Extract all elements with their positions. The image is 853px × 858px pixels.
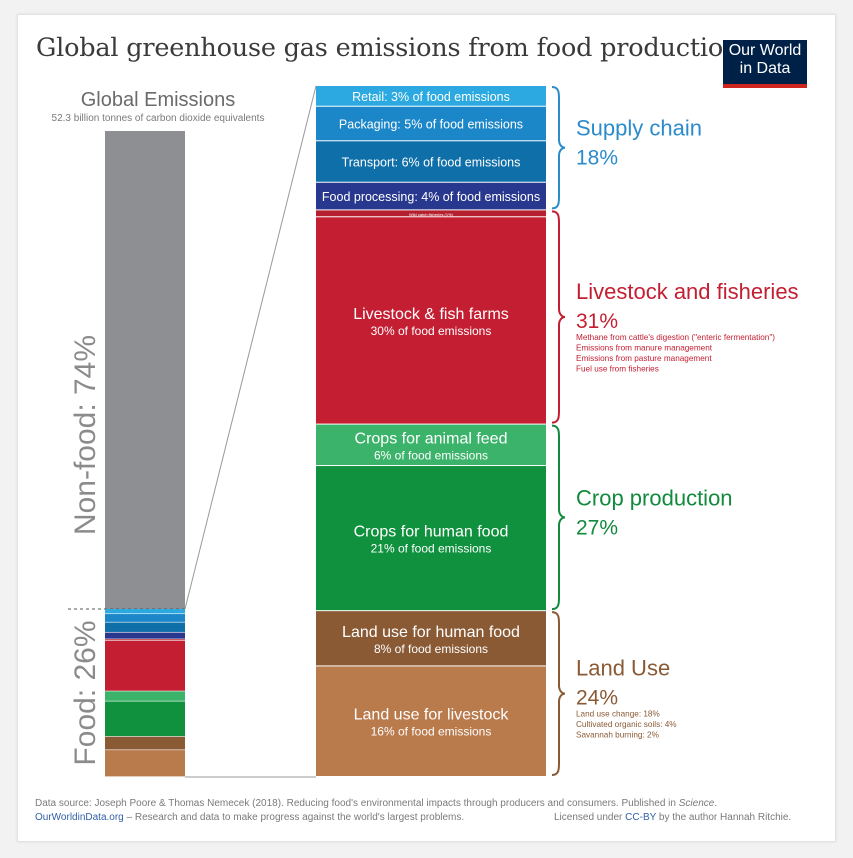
food-segment-land_livestock <box>105 750 185 777</box>
source-suffix: . <box>714 798 718 809</box>
bracket-crop <box>551 424 566 611</box>
bracket-livestock <box>551 210 566 424</box>
group-note-livestock: Emissions from manure management <box>576 343 713 352</box>
group-name-supply: Supply chain <box>576 116 702 141</box>
food-segment-packaging <box>105 614 185 622</box>
group-note-land: Savannah burning: 2% <box>576 731 659 740</box>
food-segment-livestock <box>105 640 185 691</box>
bracket-land <box>551 611 566 776</box>
group-note-land: Cultivated organic soils: 4% <box>576 720 677 729</box>
segment-sublabel-livestock: 30% of food emissions <box>371 324 492 338</box>
logo-line-2: in Data <box>739 60 791 77</box>
segment-label-wild_fish: Wild catch fisheries (1%) <box>409 212 454 217</box>
license-link[interactable]: CC-BY <box>625 812 657 823</box>
left-heading: Global Emissions <box>81 89 236 111</box>
segment-human_food_crops <box>316 466 546 611</box>
site-link[interactable]: OurWorldinData.org <box>35 812 124 823</box>
food-segment-land_human <box>105 736 185 750</box>
segment-animal_feed <box>316 424 546 466</box>
group-pct-livestock: 31% <box>576 310 618 333</box>
segment-sublabel-land_livestock: 16% of food emissions <box>371 725 492 739</box>
segment-label-livestock: Livestock & fish farms <box>353 306 509 323</box>
nonfood-label: Non-food: 74% <box>69 335 102 535</box>
bracket-supply <box>551 86 566 210</box>
segment-label-transport: Transport: 6% of food emissions <box>342 156 521 170</box>
segment-sublabel-animal_feed: 6% of food emissions <box>374 448 488 462</box>
group-note-livestock: Fuel use from fisheries <box>576 364 659 373</box>
group-name-crop: Crop production <box>576 485 733 510</box>
segment-transport <box>316 141 546 182</box>
food-segment-transport <box>105 622 185 632</box>
group-note-livestock: Emissions from pasture management <box>576 354 712 363</box>
source-text: Data source: Joseph Poore & Thomas Nemec… <box>35 798 679 809</box>
food-segment-animal_feed <box>105 691 185 701</box>
segment-land_human <box>316 611 546 666</box>
group-name-land: Land Use <box>576 656 670 681</box>
segment-sublabel-land_human: 8% of food emissions <box>374 642 488 656</box>
segment-retail <box>316 86 546 106</box>
segment-label-processing: Food processing: 4% of food emissions <box>322 190 540 204</box>
segment-livestock <box>316 217 546 424</box>
owid-logo[interactable] <box>723 40 807 88</box>
segment-processing <box>316 182 546 210</box>
connector-top <box>184 85 317 610</box>
group-name-livestock: Livestock and fisheries <box>576 279 799 304</box>
license-prefix: Licensed under <box>554 812 626 823</box>
data-source-note: Data source: Joseph Poore & Thomas Nemec… <box>35 798 717 809</box>
owid-logo-text: Our World in Data <box>723 42 807 78</box>
group-pct-land: 24% <box>576 687 618 710</box>
group-pct-supply: 18% <box>576 147 618 170</box>
segment-packaging <box>316 106 546 141</box>
segment-label-animal_feed: Crops for animal feed <box>355 430 508 447</box>
food-segment-human_food_crops <box>105 701 185 737</box>
segment-label-packaging: Packaging: 5% of food emissions <box>339 118 523 132</box>
license-note: Licensed under CC-BY by the author Hanna… <box>554 812 791 823</box>
food-label: Food: 26% <box>69 620 102 765</box>
segment-land_livestock <box>316 666 546 776</box>
segment-label-land_human: Land use for human food <box>342 624 520 641</box>
group-note-land: Land use change: 18% <box>576 710 660 719</box>
food-segment-retail <box>105 609 185 614</box>
food-segment-wild_fish <box>105 639 185 641</box>
segment-label-land_livestock: Land use for livestock <box>354 707 510 724</box>
segment-wild_fish <box>316 210 546 217</box>
license-suffix: by the author Hannah Ritchie. <box>656 812 792 823</box>
site-tagline: – Research and data to make progress aga… <box>123 812 465 823</box>
group-note-livestock: Methane from cattle's digestion ("enteri… <box>576 333 775 342</box>
site-credit: OurWorldinData.org – Research and data t… <box>35 812 464 823</box>
segment-label-human_food_crops: Crops for human food <box>354 524 509 541</box>
food-segment-processing <box>105 632 185 639</box>
owid-logo-accent <box>723 84 807 88</box>
segment-sublabel-human_food_crops: 21% of food emissions <box>371 542 492 556</box>
logo-line-1: Our World <box>728 42 802 59</box>
source-journal: Science <box>678 798 715 809</box>
nonfood-bar <box>105 131 185 610</box>
segment-label-retail: Retail: 3% of food emissions <box>352 90 510 104</box>
group-pct-crop: 27% <box>576 516 618 539</box>
chart-title: Global greenhouse gas emissions from foo… <box>36 33 740 63</box>
left-subheading: 52.3 billion tonnes of carbon dioxide eq… <box>52 113 265 124</box>
